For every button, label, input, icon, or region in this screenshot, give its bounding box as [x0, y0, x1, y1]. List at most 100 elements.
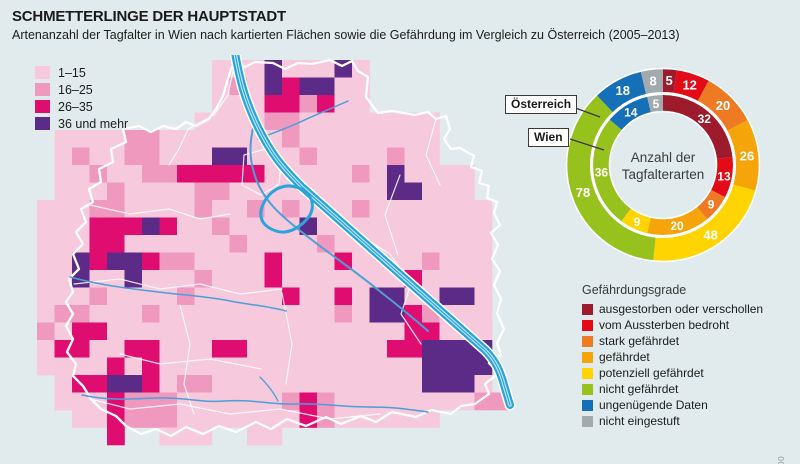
map-cell: [89, 217, 108, 236]
map-cell: [282, 410, 300, 428]
map-cell: [334, 165, 353, 183]
map-cell: [369, 392, 388, 411]
map-cell: [387, 165, 405, 183]
map-cell: [264, 375, 283, 393]
map-cell: [387, 130, 405, 148]
map-cell: [142, 322, 160, 341]
legend-swatch: [582, 367, 593, 379]
map-cell: [317, 130, 335, 148]
map-cell: [194, 410, 213, 428]
map-cell: [299, 270, 318, 288]
donut-center-label: Tagfalterarten: [622, 167, 705, 182]
risk-legend-item: nicht eingestuft: [582, 413, 763, 429]
city-border: [64, 58, 506, 438]
legend-swatch: [35, 100, 50, 113]
map-cell: [37, 305, 55, 323]
map-cell: [212, 147, 230, 166]
map-cell: [334, 95, 353, 113]
map-cell: [317, 287, 335, 306]
map-cell: [247, 375, 265, 393]
map-cell: [387, 287, 405, 306]
donut-ring-labels-outer: 5 12 20 26 48 78 18 8: [576, 73, 754, 242]
map-cell: [352, 165, 370, 183]
donut-ring-gap: [590, 92, 736, 238]
map-cell: [352, 112, 370, 131]
map-cell: [177, 375, 195, 393]
donut-ring-inner: [593, 95, 733, 235]
map-cell: [107, 165, 125, 183]
map-cell: [457, 340, 475, 358]
map-cell: [212, 200, 230, 218]
legend-label: stark gefährdet: [599, 334, 680, 348]
map-cell: [159, 147, 178, 166]
map-cell: [352, 287, 370, 306]
map-cell: [404, 112, 423, 131]
map-cell: [107, 287, 125, 306]
map-cell: [54, 217, 73, 236]
map-cell: [194, 252, 213, 271]
map-cell: [404, 410, 423, 428]
map-cell: [247, 252, 265, 271]
donut-value-label: 12: [682, 77, 696, 92]
map-cell: [194, 270, 213, 288]
map-cell: [37, 252, 55, 271]
wien-river: [69, 276, 287, 312]
marchfeld-canal: [257, 100, 349, 140]
map-cell: [352, 322, 370, 341]
liesing-river: [81, 394, 429, 413]
map-cell: [142, 200, 160, 218]
map-cell: [422, 410, 440, 428]
map-cell: [54, 235, 73, 253]
map-cell: [212, 130, 230, 148]
map-cell: [37, 200, 55, 218]
legend-label: 1–15: [58, 65, 86, 80]
map-cell: [369, 305, 388, 323]
map-cell: [282, 252, 300, 271]
map-cell: [352, 392, 370, 411]
map-cell: [457, 235, 475, 253]
map-cell: [474, 375, 493, 393]
map-cell: [54, 252, 73, 271]
map-cell: [194, 340, 213, 358]
map-cell: [352, 200, 370, 218]
legend-label: vom Aussterben bedroht: [599, 318, 730, 332]
legend-swatch: [582, 351, 593, 363]
map-cell: [439, 217, 458, 236]
map-cell: [247, 322, 265, 341]
map-cell: [247, 217, 265, 236]
map-cell: [229, 235, 248, 253]
map-cell: [194, 130, 213, 148]
map-cell: [352, 357, 370, 376]
map-cell: [334, 340, 353, 358]
legend-label: ungenügende Daten: [599, 398, 708, 412]
map-cell: [369, 130, 388, 148]
map-cell: [369, 165, 388, 183]
map-cell: [299, 340, 318, 358]
map-cell: [212, 112, 230, 131]
map-cell: [439, 270, 458, 288]
danube-canal: [249, 122, 429, 332]
map-cell: [352, 182, 370, 201]
map-cell: [72, 340, 90, 358]
map-cell: [177, 410, 195, 428]
legend-label: 36 und mehr: [58, 116, 129, 131]
map-cell: [474, 235, 493, 253]
donut-segment: [663, 95, 733, 159]
map-cell: [457, 252, 475, 271]
map-cell: [107, 357, 125, 376]
map-cell: [457, 375, 475, 393]
map-cell: [352, 270, 370, 288]
map-cell: [229, 130, 248, 148]
map-cell: [159, 130, 178, 148]
map-cell: [124, 200, 143, 218]
map-cell: [247, 165, 265, 183]
map-cell: [422, 182, 440, 201]
map-cell: [299, 147, 318, 166]
map-cell: [177, 427, 195, 446]
map-cell: [159, 165, 178, 183]
map-cell: [334, 270, 353, 288]
map-cell: [369, 182, 388, 201]
map-cell: [404, 200, 423, 218]
map-cell: [177, 147, 195, 166]
donut-value-label: 5: [666, 73, 673, 88]
